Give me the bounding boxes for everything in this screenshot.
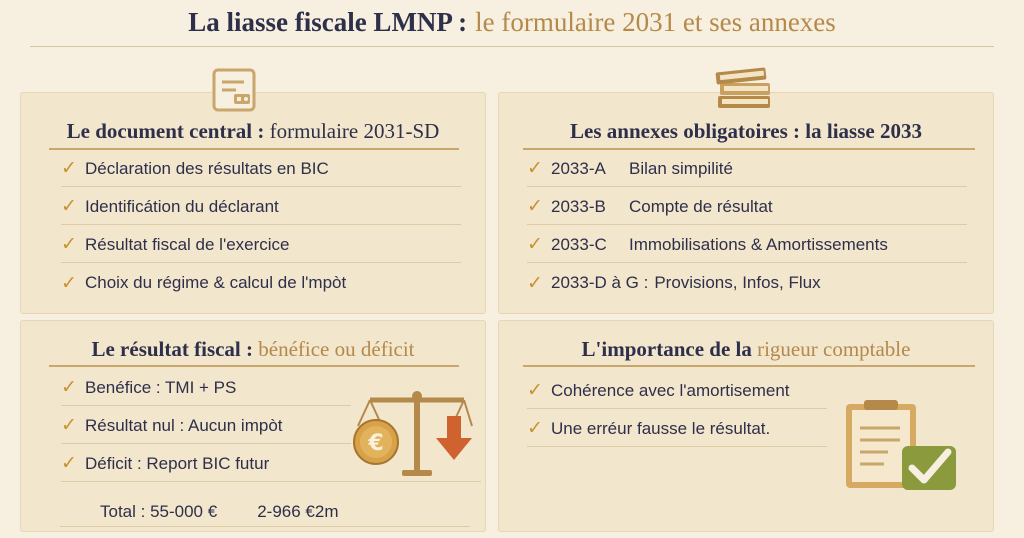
check-icon: ✓ — [61, 377, 77, 398]
panel-resultat-rule — [49, 365, 459, 367]
list-item-label: Cohérence avec l'amortisement — [551, 380, 790, 400]
list-item-label: Déficit : Report BIC futur — [85, 453, 270, 473]
panel-resultat-title: Le résultat fiscal : bénéfice ou déficit — [21, 337, 485, 362]
euro-coin-icon: € — [353, 419, 399, 465]
title-sub: le formulaire 2031 et ses annexes — [475, 6, 836, 37]
total-divider — [60, 526, 470, 527]
title-divider — [30, 46, 994, 47]
check-icon: ✓ — [527, 418, 543, 439]
list-item-label: Une erréur fausse le résultat. — [551, 418, 771, 438]
check-icon: ✓ — [527, 196, 543, 217]
check-icon: ✓ — [527, 234, 543, 255]
annex-code: 2033-D à G : — [551, 273, 649, 292]
check-icon: ✓ — [61, 196, 77, 217]
list-item: ✓ Benéfice : TMI + PS — [61, 370, 351, 406]
panel-rigueur-title-gold: rigueur comptable — [757, 337, 911, 361]
down-arrow-icon — [436, 416, 472, 460]
list-item: ✓ Identificátion du déclarant — [61, 189, 461, 225]
list-item: ✓ 2033-B Compte de résultat — [527, 189, 967, 225]
check-badge-icon — [902, 446, 956, 490]
svg-text:€: € — [367, 431, 383, 456]
panel-central-rule — [49, 148, 459, 150]
check-icon: ✓ — [527, 272, 543, 294]
check-icon: ✓ — [527, 380, 543, 401]
list-item: ✓ Résultat fiscal de l'exercice — [61, 227, 461, 263]
document-icon — [212, 68, 256, 112]
list-item-label: Identificátion du déclarant — [85, 196, 279, 216]
annex-label: Bilan simpilité — [629, 158, 733, 178]
check-icon: ✓ — [61, 272, 77, 294]
list-item-label: Benéfice : TMI + PS — [85, 377, 237, 397]
list-item: ✓ Déclaration des résultats en BIC — [61, 151, 461, 187]
books-icon — [715, 67, 770, 108]
panel-annexes-rule — [523, 148, 975, 150]
check-icon: ✓ — [61, 234, 77, 255]
annex-label: Immobilisations & Amortissements — [629, 234, 888, 254]
annex-label: Provisions, Infos, Flux — [654, 273, 821, 292]
list-item: ✓ Résultat nul : Aucun impòt — [61, 408, 351, 444]
panel-rigueur-title-dark: L'importance de la — [581, 337, 752, 361]
list-item: ✓ 2033-A Bilan simpilité — [527, 151, 967, 187]
check-icon: ✓ — [61, 415, 77, 436]
list-item: ✓ Choix du régime & calcul de l'mpòt — [61, 265, 461, 301]
annex-code: 2033-A — [551, 158, 606, 178]
panel-rigueur-title: L'importance de la rigueur comptable — [499, 337, 993, 362]
check-icon: ✓ — [61, 453, 77, 474]
panel-rigueur: L'importance de la rigueur comptable ✓ C… — [498, 320, 994, 532]
page-title: La liasse fiscale LMNP : le formulaire 2… — [0, 0, 1024, 44]
list-item: ✓ 2033-D à G : Provisions, Infos, Flux — [527, 265, 967, 301]
panel-central-document: Le document central : formulaire 2031-SD… — [20, 92, 486, 314]
annex-label: Compte de résultat — [629, 196, 773, 216]
title-main: La liasse fiscale LMNP : — [188, 6, 468, 37]
total-extra: 2-966 €2m — [257, 502, 339, 521]
list-item-label: Choix du régime & calcul de l'mpòt — [85, 273, 347, 292]
check-icon: ✓ — [61, 158, 77, 179]
panel-annexes-title: Les annexes obligatoires : la liasse 203… — [570, 119, 922, 143]
annex-code: 2033-B — [551, 196, 606, 216]
list-item: ✓ Une erréur fausse le résultat. — [527, 411, 827, 447]
list-item-label: Déclaration des résultats en BIC — [85, 158, 329, 178]
list-item-label: Résultat nul : Aucun impòt — [85, 415, 283, 435]
panel-central-title: Le document central : formulaire 2031-SD — [21, 119, 485, 144]
clipboard-icon — [846, 400, 916, 488]
panel-central-title-rest: formulaire 2031-SD — [269, 119, 440, 143]
check-icon: ✓ — [527, 158, 543, 179]
total-value: Total : 55-000 € — [100, 502, 218, 521]
panel-annexes: Les annexes obligatoires : la liasse 203… — [498, 92, 994, 314]
annex-code: 2033-C — [551, 234, 607, 254]
panel-central-title-strong: Le document central : — [66, 119, 265, 143]
list-item: ✓ Déficit : Report BIC futur — [61, 446, 481, 482]
list-item-label: Résultat fiscal de l'exercice — [85, 234, 290, 254]
panel-resultat-fiscal: Le résultat fiscal : bénéfice ou déficit… — [20, 320, 486, 532]
list-item: ✓ Cohérence avec l'amortisement — [527, 373, 827, 409]
list-item: ✓ 2033-C Immobilisations & Amortissement… — [527, 227, 967, 263]
total-row: Total : 55-000 € 2-966 €2m — [100, 498, 338, 526]
panel-rigueur-rule — [523, 365, 975, 367]
panel-resultat-title-gold: bénéfice ou déficit — [258, 337, 415, 361]
panel-resultat-title-strong: Le résultat fiscal : — [91, 337, 254, 361]
